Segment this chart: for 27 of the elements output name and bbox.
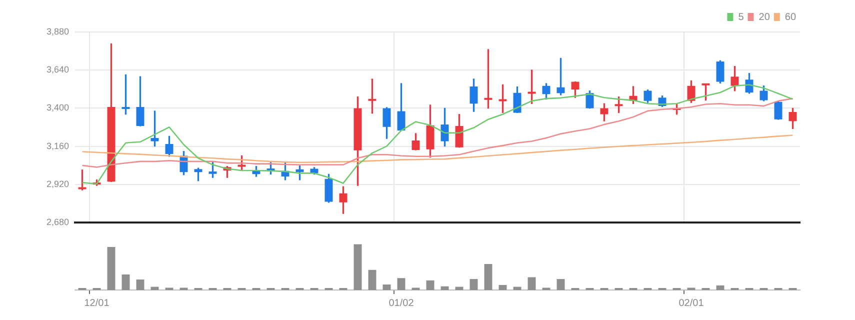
bar [107,247,116,290]
y-tick-label: 3,880 [46,26,69,36]
legend-label: 60 [784,12,796,23]
bar [528,277,536,290]
bar [440,286,449,290]
bar [470,279,478,290]
bar [498,284,507,290]
y-tick-label: 3,400 [46,102,69,113]
bar [382,284,391,290]
legend-label: 20 [758,12,770,23]
bar [397,278,406,290]
y-tick-label: 2,680 [46,217,69,228]
bar [122,274,130,290]
bar [484,264,492,290]
y-tick-label: 3,640 [46,64,69,75]
bar [354,244,362,290]
bar [136,279,144,290]
bar [426,280,434,290]
legend-label: 5 [738,12,744,23]
bar [368,270,376,290]
bar [556,279,565,290]
y-tick-label: 3,160 [46,140,69,151]
bar [716,285,724,290]
x-tick-label: 02/01 [678,298,704,309]
x-tick-label: 12/01 [84,298,110,309]
y-tick-label: 2,920 [46,178,69,189]
x-tick-label: 01/02 [388,298,414,309]
